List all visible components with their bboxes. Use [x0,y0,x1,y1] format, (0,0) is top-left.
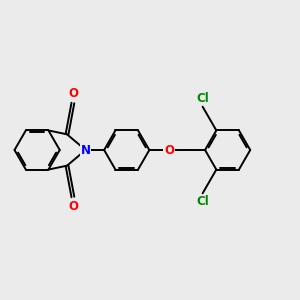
Text: O: O [164,143,174,157]
Text: Cl: Cl [196,195,209,208]
Text: Cl: Cl [196,92,209,105]
Text: O: O [68,87,78,100]
Text: O: O [68,200,78,213]
Text: N: N [81,143,91,157]
